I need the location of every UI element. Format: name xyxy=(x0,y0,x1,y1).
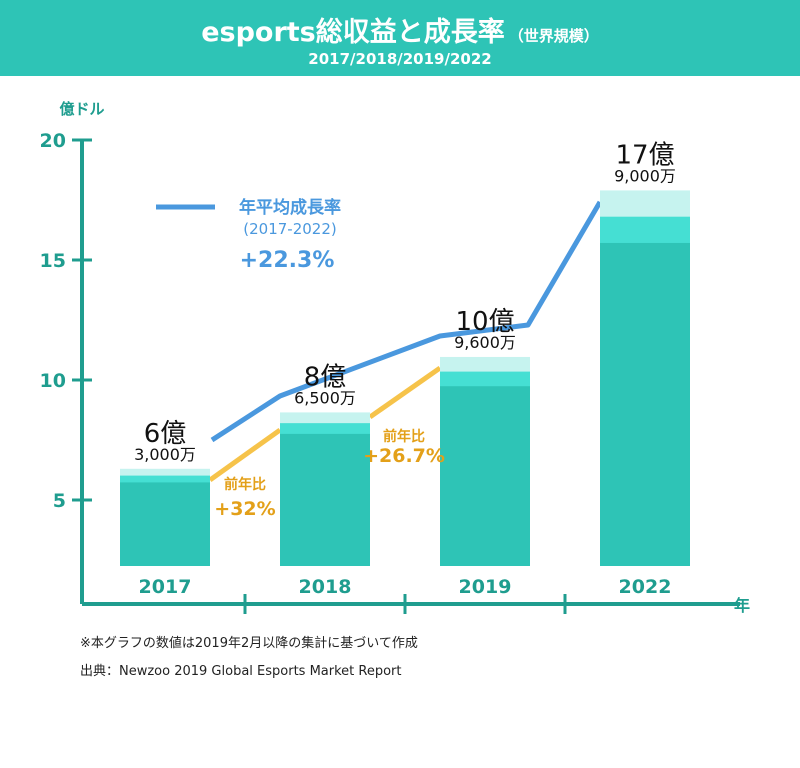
cagr-line xyxy=(210,200,603,443)
legend-cagr-value: +22.3% xyxy=(240,248,335,273)
title-region: （世界規模） xyxy=(508,27,599,45)
y-tick-label: 10 xyxy=(40,370,66,392)
legend-cagr-period: (2017-2022) xyxy=(243,220,336,238)
bar-value-label-small: 9,000万 xyxy=(614,166,676,185)
legend-cagr-label: 年平均成長率 xyxy=(239,197,341,218)
y-axis-label: 億ドル xyxy=(59,100,104,118)
y-tick-label: 15 xyxy=(40,250,66,272)
bar-value-label-big: 6億 xyxy=(144,419,187,449)
chart-subtitle: 2017/2018/2019/2022 xyxy=(308,50,492,68)
yoy-line xyxy=(208,427,282,483)
x-tick-label: 2018 xyxy=(299,576,352,598)
yoy-label: 前年比 xyxy=(383,428,425,445)
chart-title: esports総収益と成長率 （世界規模） xyxy=(0,10,800,49)
header-band xyxy=(0,0,800,76)
bar-value-label-small: 3,000万 xyxy=(134,445,196,464)
title-main: esports総収益と成長率 xyxy=(201,17,505,48)
y-tick-label: 20 xyxy=(40,130,66,152)
bar-value-label-big: 8億 xyxy=(304,362,347,392)
bar-value-label-small: 6,500万 xyxy=(294,388,356,407)
yoy-value: +26.7% xyxy=(363,445,445,467)
yoy-value: +32% xyxy=(214,498,275,520)
yoy-line xyxy=(368,365,442,420)
bar-2018 xyxy=(280,433,370,566)
x-tick-label: 2022 xyxy=(619,576,672,598)
bar-value-label-big: 17億 xyxy=(615,140,674,170)
bar-2017 xyxy=(120,482,210,566)
bar-value-label-big: 10億 xyxy=(455,307,514,337)
x-tick-label: 2019 xyxy=(459,576,512,598)
bar-2022 xyxy=(600,242,690,566)
x-tick-label: 2017 xyxy=(139,576,192,598)
x-axis-label: 年 xyxy=(734,596,750,615)
bar-value-label-small: 9,600万 xyxy=(454,333,516,352)
y-tick-label: 5 xyxy=(53,490,66,512)
footnote: ※本グラフの数値は2019年2月以降の集計に基づいて作成 xyxy=(80,636,418,651)
bar-2019 xyxy=(440,386,530,566)
yoy-label: 前年比 xyxy=(224,476,266,493)
source-note: 出典：Newzoo 2019 Global Esports Market Rep… xyxy=(80,664,402,679)
